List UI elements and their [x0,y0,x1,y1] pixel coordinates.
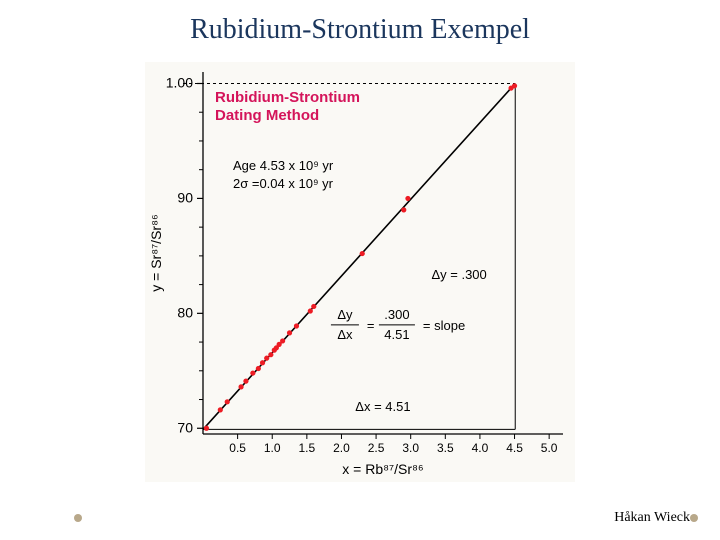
footer-author: Håkan Wieck [614,510,690,526]
svg-text:2.5: 2.5 [368,441,385,455]
svg-text:4.51: 4.51 [384,327,409,342]
svg-text:1.0: 1.0 [264,441,281,455]
svg-text:.300: .300 [384,307,409,322]
svg-text:Rubidium-Strontium: Rubidium-Strontium [215,89,360,106]
svg-text:4.5: 4.5 [506,441,523,455]
svg-text:4.0: 4.0 [472,441,489,455]
svg-text:Dating Method: Dating Method [215,107,319,124]
svg-text:5.0: 5.0 [541,441,558,455]
svg-text:1.00: 1.00 [166,74,193,90]
svg-text:3.0: 3.0 [402,441,419,455]
svg-text:Δx = 4.51: Δx = 4.51 [355,399,410,414]
svg-text:70: 70 [177,419,193,435]
svg-text:Δy: Δy [337,307,353,322]
svg-text:2.0: 2.0 [333,441,350,455]
svg-text:Age 4.53 x 10⁹ yr: Age 4.53 x 10⁹ yr [233,158,334,173]
svg-text:= slope: = slope [423,318,465,333]
svg-text:x = Rb⁸⁷/Sr⁸⁶: x = Rb⁸⁷/Sr⁸⁶ [342,461,423,477]
svg-text:y = Sr⁸⁷/Sr⁸⁶: y = Sr⁸⁷/Sr⁸⁶ [148,214,164,292]
footer-bullet-right [690,514,698,522]
svg-text:3.5: 3.5 [437,441,454,455]
svg-text:2σ =0.04 x 10⁹ yr: 2σ =0.04 x 10⁹ yr [233,176,334,191]
slide-title: Rubidium-Strontium Exempel [0,14,720,46]
svg-text:0.5: 0.5 [229,441,246,455]
svg-text:Δy = .300: Δy = .300 [431,267,486,282]
svg-text:80: 80 [177,304,193,320]
svg-text:1.5: 1.5 [299,441,316,455]
chart-area: 70 80 90 1.00 0.5 1.0 1.5 2.0 2.5 3.0 3.5 4.0 4.5 5.0… [145,62,575,482]
svg-text:=: = [367,318,375,333]
svg-text:90: 90 [177,189,193,205]
chart-svg: 70 80 90 1.00 0.5 1.0 1.5 2.0 2.5 3.0 3.5 4.0 4.5 5.0… [145,62,575,482]
svg-text:Δx: Δx [337,327,353,342]
footer-bullet-left [74,514,82,522]
